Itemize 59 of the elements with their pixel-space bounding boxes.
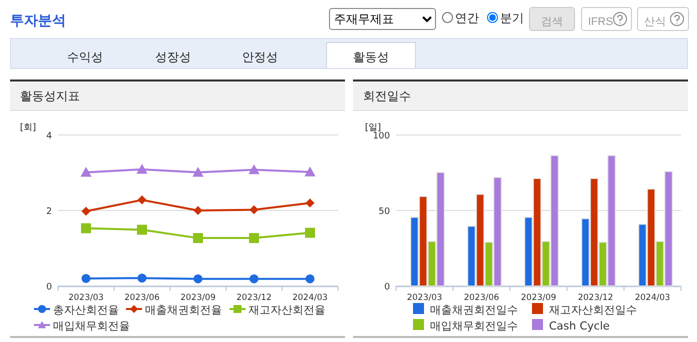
text: 활동성 bbox=[326, 42, 416, 68]
y-tick-label: 0 bbox=[384, 282, 390, 292]
y-tick-label: 4 bbox=[46, 132, 52, 142]
point bbox=[192, 166, 204, 177]
text: 산식 bbox=[637, 7, 689, 31]
text: 성장성 bbox=[154, 49, 192, 66]
text: 수익성 bbox=[66, 49, 104, 66]
x-tick-label: 2023/03 bbox=[406, 293, 442, 303]
text: 안정성 bbox=[241, 49, 279, 66]
point bbox=[304, 166, 316, 176]
point bbox=[250, 274, 258, 284]
x-tick-label: 2023/09 bbox=[180, 293, 216, 303]
x-tick-label: 2024/03 bbox=[634, 293, 670, 303]
point bbox=[248, 164, 260, 174]
x-tick-label: 2024/03 bbox=[292, 293, 328, 303]
point bbox=[306, 274, 314, 284]
point bbox=[137, 224, 147, 235]
y-tick-label: 2 bbox=[46, 207, 52, 217]
text: 검색 bbox=[529, 7, 575, 31]
y-axis-title: [일] bbox=[365, 123, 382, 133]
point bbox=[249, 233, 259, 244]
legend-label: Cash Cycle bbox=[549, 320, 610, 332]
x-tick-label: 2023/12 bbox=[236, 293, 272, 303]
legend-label: 매입채무회전율 bbox=[53, 320, 130, 332]
legend-label: 매출채권회전율 bbox=[145, 304, 222, 316]
y-axis-title: [회] bbox=[20, 123, 36, 133]
point bbox=[306, 198, 314, 208]
radio-분기: 분기 bbox=[487, 10, 524, 26]
point bbox=[136, 164, 148, 174]
legend-label: 매입채무회전일수 bbox=[430, 320, 518, 332]
point bbox=[138, 195, 146, 204]
chart-title: 활동성지표 bbox=[20, 89, 80, 103]
text: 투자분석 bbox=[10, 12, 66, 30]
x-tick-label: 2023/09 bbox=[520, 293, 556, 303]
point bbox=[250, 205, 258, 214]
point bbox=[194, 206, 202, 215]
legend-label: 재고자산회전일수 bbox=[549, 304, 637, 316]
point bbox=[194, 274, 202, 284]
point bbox=[305, 228, 315, 238]
point bbox=[193, 233, 203, 244]
chart-title: 회전일수 bbox=[363, 89, 411, 103]
y-tick-label: 100 bbox=[372, 132, 390, 142]
legend-label: 총자산회전율 bbox=[53, 304, 119, 316]
y-tick-label: 50 bbox=[378, 207, 390, 217]
point bbox=[80, 166, 92, 177]
point bbox=[81, 223, 91, 234]
radio-연간: 연간 bbox=[442, 10, 479, 26]
x-tick-label: 2023/06 bbox=[464, 293, 500, 303]
x-tick-label: 2023/12 bbox=[578, 293, 614, 303]
text: IFRS bbox=[581, 7, 632, 31]
point bbox=[82, 206, 90, 216]
text: 주재무제표 bbox=[329, 8, 436, 30]
legend-label: 재고자산회전율 bbox=[248, 304, 326, 316]
point bbox=[138, 274, 146, 283]
point bbox=[82, 274, 90, 283]
x-tick-label: 2023/06 bbox=[124, 293, 160, 303]
y-tick-label: 0 bbox=[46, 282, 52, 292]
x-tick-label: 2023/03 bbox=[68, 293, 104, 303]
legend-label: 매출채권회전일수 bbox=[430, 304, 518, 316]
